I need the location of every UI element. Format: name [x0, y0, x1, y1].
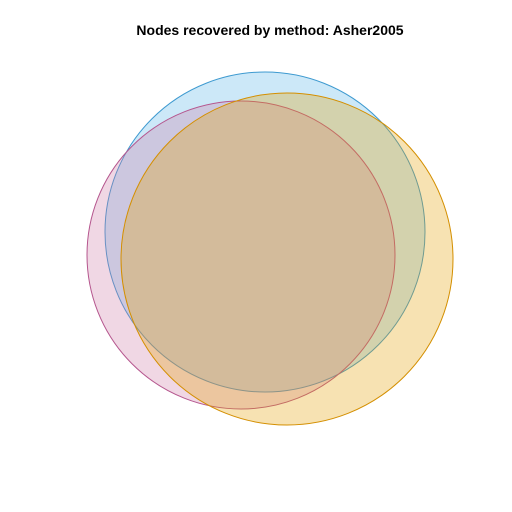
venn-set-circle-2 [86, 100, 396, 410]
plot-title: Nodes recovered by method: Asher2005 [136, 22, 404, 38]
venn-set-circle-1 [104, 71, 426, 393]
venn-set-circle-3 [120, 92, 454, 426]
